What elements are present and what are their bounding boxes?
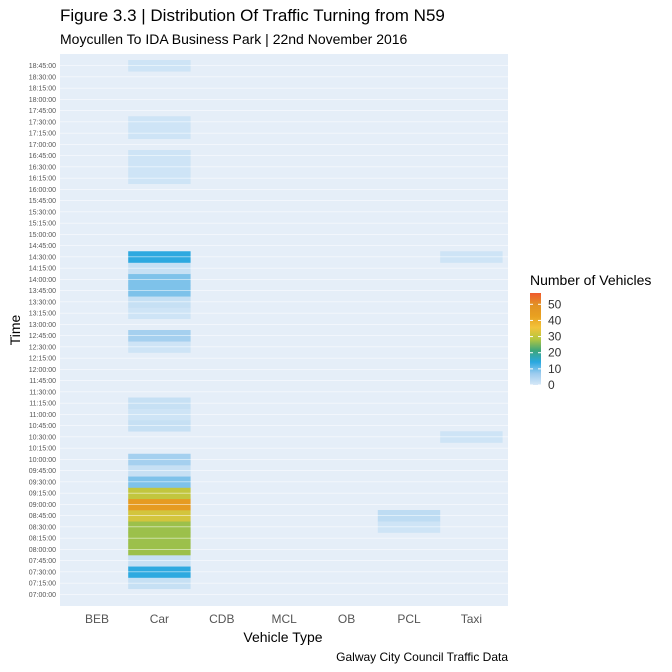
y-tick-label: 12:45:00 bbox=[29, 333, 56, 340]
y-tick-label: 16:00:00 bbox=[29, 187, 56, 194]
legend-tick-label: 10 bbox=[548, 362, 562, 376]
legend-tick-label: 20 bbox=[548, 346, 562, 360]
y-tick-label: 10:00:00 bbox=[29, 457, 56, 464]
y-tick-label: 15:15:00 bbox=[29, 221, 56, 228]
y-tick-label: 16:30:00 bbox=[29, 164, 56, 171]
y-tick-label: 14:45:00 bbox=[29, 243, 56, 250]
y-tick-label: 15:45:00 bbox=[29, 198, 56, 205]
y-tick-label: 10:45:00 bbox=[29, 423, 56, 430]
legend-tick-label: 0 bbox=[548, 378, 555, 392]
y-tick-label: 08:00:00 bbox=[29, 547, 56, 554]
y-tick-label: 15:00:00 bbox=[29, 232, 56, 239]
y-tick-label: 07:45:00 bbox=[29, 558, 56, 565]
y-tick-label: 18:00:00 bbox=[29, 97, 56, 104]
chart-subtitle: Moycullen To IDA Business Park | 22nd No… bbox=[60, 31, 408, 47]
y-tick-label: 17:30:00 bbox=[29, 119, 56, 126]
y-tick-label: 10:30:00 bbox=[29, 434, 56, 441]
y-tick-label: 11:00:00 bbox=[29, 412, 56, 419]
y-tick-label: 10:15:00 bbox=[29, 446, 56, 453]
y-tick-label: 15:30:00 bbox=[29, 209, 56, 216]
y-tick-label: 11:15:00 bbox=[29, 401, 56, 408]
y-tick-label: 17:45:00 bbox=[29, 108, 56, 115]
y-tick-label: 14:15:00 bbox=[29, 266, 56, 273]
x-tick-label: CDB bbox=[209, 612, 234, 626]
y-tick-label: 14:30:00 bbox=[29, 254, 56, 261]
y-tick-label: 13:00:00 bbox=[29, 322, 56, 329]
legend-colorbar bbox=[530, 293, 541, 385]
plot-panel bbox=[60, 54, 508, 606]
y-tick-label: 18:15:00 bbox=[29, 86, 56, 93]
x-axis-title: Vehicle Type bbox=[243, 629, 322, 645]
x-tick-label: MCL bbox=[272, 612, 298, 626]
y-tick-label: 14:00:00 bbox=[29, 277, 56, 284]
chart-caption: Galway City Council Traffic Data bbox=[336, 650, 508, 664]
y-tick-label: 18:45:00 bbox=[29, 63, 56, 70]
legend-tick-label: 40 bbox=[548, 313, 562, 327]
y-axis-title: Time bbox=[7, 314, 23, 345]
x-tick-label: Car bbox=[150, 612, 169, 626]
legend-tick-label: 30 bbox=[548, 330, 562, 344]
y-tick-label: 07:30:00 bbox=[29, 569, 56, 576]
y-tick-label: 18:30:00 bbox=[29, 74, 56, 81]
y-tick-label: 17:00:00 bbox=[29, 142, 56, 149]
x-tick-label: BEB bbox=[85, 612, 109, 626]
y-tick-label: 07:00:00 bbox=[29, 592, 56, 599]
y-tick-label: 16:15:00 bbox=[29, 176, 56, 183]
x-tick-label: PCL bbox=[397, 612, 421, 626]
chart-title: Figure 3.3 | Distribution Of Traffic Tur… bbox=[60, 6, 445, 25]
y-tick-label: 08:15:00 bbox=[29, 536, 56, 543]
y-tick-label: 11:45:00 bbox=[29, 378, 56, 385]
y-tick-label: 13:45:00 bbox=[29, 288, 56, 295]
legend-tick-label: 50 bbox=[548, 297, 562, 311]
y-tick-label: 07:15:00 bbox=[29, 581, 56, 588]
y-tick-label: 08:45:00 bbox=[29, 513, 56, 520]
y-tick-label: 12:00:00 bbox=[29, 367, 56, 374]
y-tick-label: 11:30:00 bbox=[29, 389, 56, 396]
x-tick-label: Taxi bbox=[461, 612, 482, 626]
y-tick-label: 08:30:00 bbox=[29, 524, 56, 531]
y-tick-label: 17:15:00 bbox=[29, 131, 56, 138]
y-tick-label: 13:30:00 bbox=[29, 299, 56, 306]
x-tick-label: OB bbox=[338, 612, 355, 626]
y-tick-label: 09:00:00 bbox=[29, 502, 56, 509]
y-tick-label: 09:30:00 bbox=[29, 479, 56, 486]
y-tick-label: 16:45:00 bbox=[29, 153, 56, 160]
y-tick-label: 12:30:00 bbox=[29, 344, 56, 351]
legend-title: Number of Vehicles bbox=[530, 272, 652, 288]
y-tick-label: 13:15:00 bbox=[29, 311, 56, 318]
y-tick-label: 09:45:00 bbox=[29, 468, 56, 475]
y-tick-label: 09:15:00 bbox=[29, 491, 56, 498]
y-tick-label: 12:15:00 bbox=[29, 356, 56, 363]
